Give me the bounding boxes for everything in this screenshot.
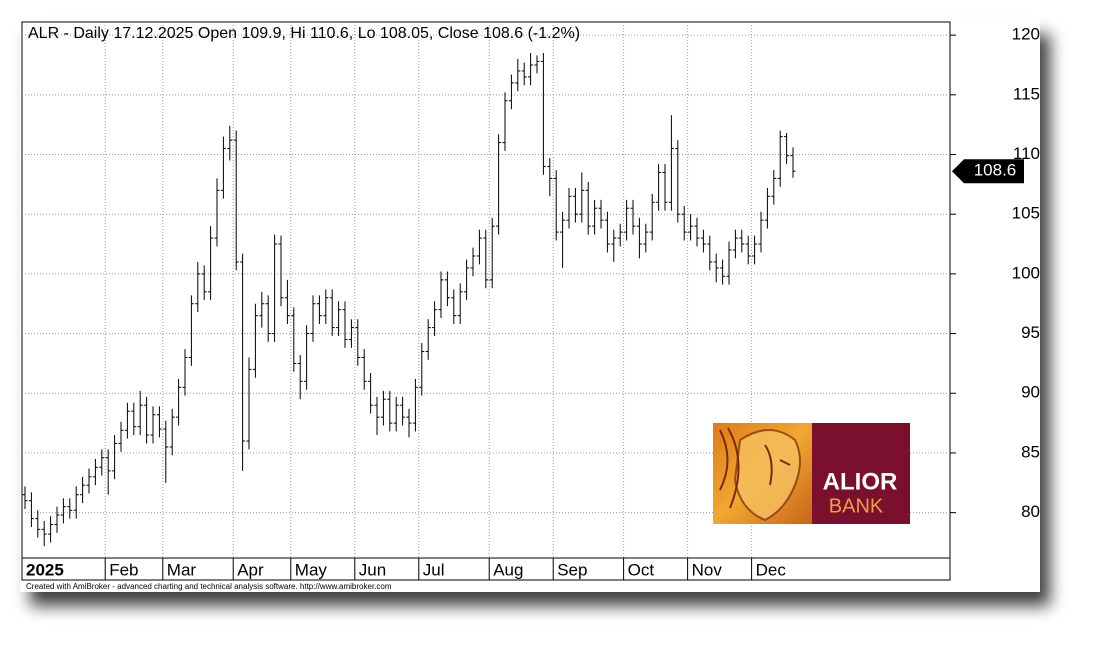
y-tick-label: 105 [1012,204,1040,223]
y-tick-label: 85 [1021,442,1040,461]
footer: Created with AmiBroker - advanced charti… [26,582,392,591]
plot-frame [21,21,951,581]
logo-hair [719,427,791,509]
x-tick-label: Aug [493,560,523,579]
x-tick-label: Jun [359,560,386,579]
logo-panel [812,423,910,524]
logo-line2: BANK [829,495,884,517]
last-price-marker [952,159,1024,184]
x-tick-label: Dec [756,560,787,579]
y-tick-label: 80 [1021,502,1040,521]
x-tick-label: Apr [237,560,264,579]
y-tick-label: 100 [1012,263,1040,282]
y-tick-label: 90 [1021,383,1040,402]
x-tick-label: Mar [167,560,197,579]
x-tick-label: Nov [692,560,723,579]
last-price-label: 108.6 [974,161,1017,180]
y-tick-label: 120 [1012,25,1040,44]
x-tick-label: May [295,560,328,579]
logo-line1: ALIOR [823,468,898,495]
bars [22,53,796,547]
x-tick-label: Sep [557,560,587,579]
y-tick-label: 95 [1021,323,1040,342]
y-tick-label: 110 [1013,144,1040,163]
y-tick-label: 115 [1013,84,1040,103]
x-tick-label: Feb [109,560,138,579]
logo-face [733,429,801,522]
x-tick-label: 2025 [26,560,64,579]
logo: ALIOR BANK [713,423,910,524]
grid [22,22,950,558]
x-tick-label: Jul [423,560,445,579]
x-tick-label: Oct [628,560,655,579]
chart-title: ALR - Daily 17.12.2025 Open 109.9, Hi 11… [28,25,580,42]
